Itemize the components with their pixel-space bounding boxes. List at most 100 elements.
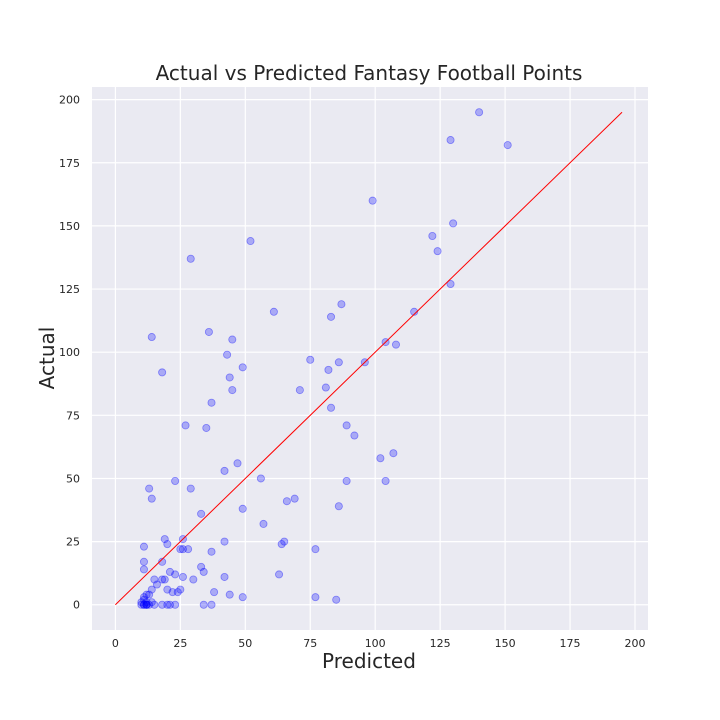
data-point bbox=[233, 459, 242, 468]
data-point bbox=[225, 373, 234, 382]
data-point bbox=[178, 545, 187, 554]
data-point bbox=[165, 567, 174, 576]
data-point bbox=[381, 476, 390, 485]
y-tick-label: 175 bbox=[59, 157, 80, 170]
data-point bbox=[449, 219, 458, 228]
reference-line bbox=[115, 111, 623, 606]
data-point bbox=[139, 593, 148, 602]
data-point bbox=[334, 358, 343, 367]
data-point bbox=[334, 502, 343, 511]
data-point bbox=[225, 590, 234, 599]
data-point bbox=[295, 386, 304, 395]
data-point bbox=[142, 600, 151, 609]
data-point bbox=[160, 535, 169, 544]
data-point bbox=[184, 545, 193, 554]
data-point bbox=[332, 595, 341, 604]
data-point bbox=[337, 300, 346, 309]
y-tick-label: 125 bbox=[59, 283, 80, 296]
data-point bbox=[142, 598, 151, 607]
data-point bbox=[324, 365, 333, 374]
data-point bbox=[150, 575, 159, 584]
grid-lines bbox=[92, 87, 648, 630]
x-tick-label: 25 bbox=[173, 637, 187, 650]
data-point bbox=[228, 386, 237, 395]
data-point bbox=[277, 540, 286, 549]
data-point bbox=[269, 307, 278, 316]
data-point bbox=[207, 547, 216, 556]
data-point bbox=[137, 600, 146, 609]
data-point bbox=[199, 600, 208, 609]
data-point bbox=[207, 600, 216, 609]
data-point bbox=[220, 572, 229, 581]
data-point bbox=[152, 580, 161, 589]
data-point bbox=[428, 232, 437, 241]
data-point bbox=[199, 567, 208, 576]
data-point bbox=[282, 497, 291, 506]
x-tick-label: 150 bbox=[495, 637, 516, 650]
data-point bbox=[342, 476, 351, 485]
data-point bbox=[171, 476, 180, 485]
data-point bbox=[238, 593, 247, 602]
x-tick-label: 75 bbox=[303, 637, 317, 650]
data-point bbox=[189, 575, 198, 584]
data-points bbox=[137, 108, 512, 609]
data-point bbox=[168, 588, 177, 597]
data-point bbox=[376, 454, 385, 463]
y-tick-label: 0 bbox=[73, 599, 80, 612]
y-tick-label: 200 bbox=[59, 94, 80, 107]
y-tick-label: 50 bbox=[66, 472, 80, 485]
data-point bbox=[503, 141, 512, 150]
data-point bbox=[139, 565, 148, 574]
data-point bbox=[306, 355, 315, 364]
data-point bbox=[142, 600, 151, 609]
data-point bbox=[142, 600, 151, 609]
data-point bbox=[147, 494, 156, 503]
data-point bbox=[259, 519, 268, 528]
data-point bbox=[181, 421, 190, 430]
data-point bbox=[433, 247, 442, 256]
data-point bbox=[147, 333, 156, 342]
data-point bbox=[139, 542, 148, 551]
data-point bbox=[368, 196, 377, 205]
data-point bbox=[321, 383, 330, 392]
data-point bbox=[163, 585, 172, 594]
x-tick-label: 200 bbox=[625, 637, 646, 650]
data-point bbox=[220, 537, 229, 546]
data-point bbox=[145, 600, 154, 609]
data-point bbox=[238, 363, 247, 372]
data-point bbox=[178, 572, 187, 581]
data-point bbox=[173, 588, 182, 597]
data-point bbox=[176, 585, 185, 594]
data-point bbox=[171, 570, 180, 579]
y-tick-label: 75 bbox=[66, 409, 80, 422]
y-tick-label: 150 bbox=[59, 220, 80, 233]
x-tick-label: 50 bbox=[238, 637, 252, 650]
data-point bbox=[446, 279, 455, 288]
data-point bbox=[147, 585, 156, 594]
data-point bbox=[210, 588, 219, 597]
data-point bbox=[139, 595, 148, 604]
data-point bbox=[204, 327, 213, 336]
y-tick-labels: 0 25 50 75 100 125 150 175 200 bbox=[59, 94, 80, 612]
data-point bbox=[350, 431, 359, 440]
data-point bbox=[275, 570, 284, 579]
data-point bbox=[158, 600, 167, 609]
x-tick-label: 0 bbox=[112, 637, 119, 650]
data-point bbox=[145, 484, 154, 493]
data-point bbox=[475, 108, 484, 117]
data-point bbox=[165, 600, 174, 609]
y-tick-label: 25 bbox=[66, 536, 80, 549]
x-tick-label: 100 bbox=[365, 637, 386, 650]
data-point bbox=[137, 598, 146, 607]
data-point bbox=[342, 421, 351, 430]
data-point bbox=[228, 335, 237, 344]
data-point bbox=[238, 504, 247, 513]
data-point bbox=[158, 368, 167, 377]
data-point bbox=[163, 600, 172, 609]
data-point bbox=[197, 562, 206, 571]
data-point bbox=[145, 590, 154, 599]
data-point bbox=[410, 307, 419, 316]
data-point bbox=[139, 557, 148, 566]
data-point bbox=[389, 449, 398, 458]
